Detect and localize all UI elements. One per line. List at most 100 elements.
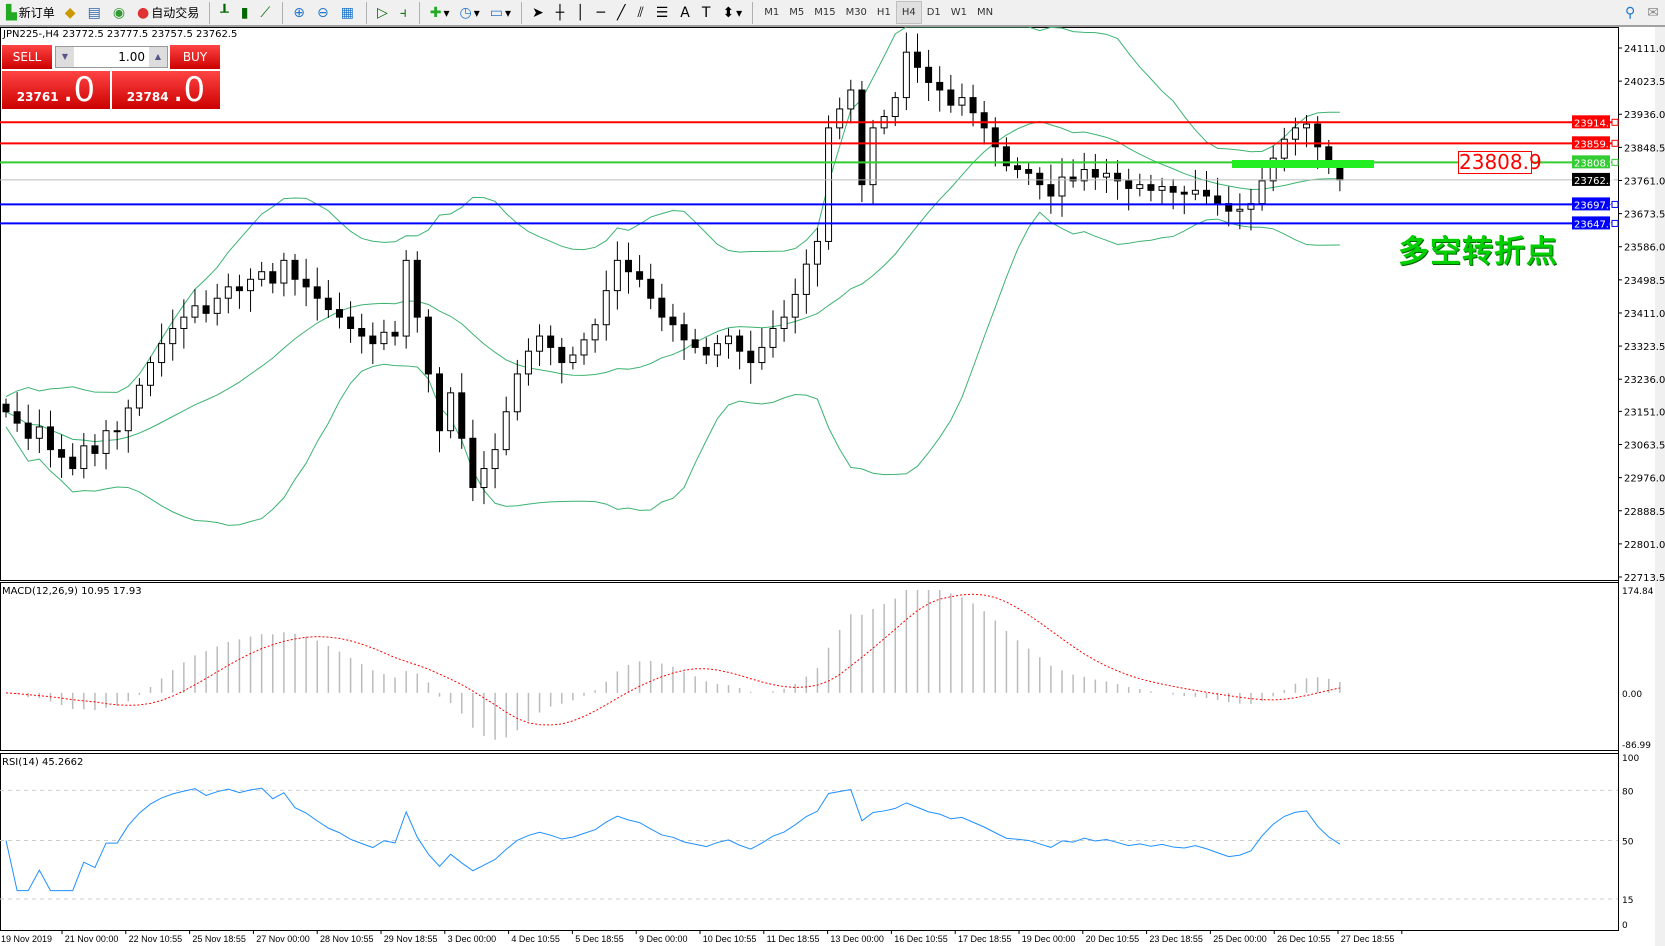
buy-button[interactable]: BUY [170,45,220,69]
bear-candle [1180,191,1188,195]
bear-candle [413,259,421,318]
auto-trading-button[interactable]: ● 自动交易 [137,4,200,21]
volume-increase-button[interactable]: ▲ [149,47,167,67]
signal-icon: ◉ [112,4,126,21]
price-tick-label: 23673.5 [1624,210,1665,221]
bull-candle [902,51,910,99]
bull-candle [247,278,255,292]
time-label: 13 Dec 00:00 [830,934,884,944]
volume-stepper[interactable]: ▼ 1.00 ▲ [55,46,168,68]
chart-area[interactable]: 24111.0 24023.5 23936.0 23848.5 23761.0 23673… [0,27,1665,946]
timeframe-m15[interactable]: M15 [814,7,836,18]
signals-button[interactable]: ◉ [109,1,131,24]
buy-price-button[interactable]: 23784 .0 [112,71,220,109]
candle-chart-button[interactable]: ▮ [237,1,255,24]
sell-price-button[interactable]: 23761 .0 [2,71,110,109]
bear-candle [647,278,655,299]
level-price-label: 23914.7 [1574,118,1615,129]
timeframe-m1[interactable]: M1 [764,7,780,18]
line-chart-button[interactable]: ⟋ [256,1,276,24]
bear-candle [458,392,466,439]
pivot-caption[interactable]: 多空转折点 [1398,234,1558,270]
trendline-tool[interactable]: ╱ [613,1,631,24]
horizontal-line-tool[interactable]: ─ [593,1,611,24]
pivot-zone-bar [1232,160,1374,168]
bear-candle [24,422,32,439]
level-price-tag [1572,155,1610,169]
bear-candle [324,297,332,311]
bull-candle [836,108,844,129]
price-tick-label: 24111.0 [1624,44,1665,55]
zoom-out-button[interactable]: ⊖ [313,1,335,24]
bear-candle [1125,180,1133,189]
timeframe-mn[interactable]: MN [977,7,994,18]
timeframe-w1[interactable]: W1 [950,7,968,18]
pivot-price-label[interactable]: 23808.9 [1458,150,1542,174]
panel-frame [0,582,1619,751]
time-label: 11 Dec 18:55 [767,934,820,944]
price-tick-label: 22888.5 [1624,507,1665,518]
timeframe-m5[interactable]: M5 [789,7,805,18]
bear-candle [291,259,299,280]
auto-scroll-button[interactable]: ▷ [373,1,394,24]
rsi-label: RSI(14) 45.2662 [2,757,84,768]
indicators-button[interactable]: ✚ ▾ [429,4,450,21]
bear-candle [691,339,699,348]
search-icon: ⚲ [1625,4,1636,21]
volume-input[interactable]: 1.00 [118,50,145,64]
tile-windows-button[interactable]: ▦ [337,1,360,24]
arrows-tool[interactable]: ⬍ ▾ [722,4,743,21]
bar-chart-button[interactable]: ┸ [216,1,234,24]
price-tick-label: 23761.0 [1624,176,1665,187]
bull-candle [725,335,733,345]
timeframe-d1[interactable]: D1 [926,7,941,18]
templates-button[interactable]: ▭ ▾ [489,4,511,21]
bear-candle [13,411,21,424]
bear-candle [747,350,755,364]
terminal-button[interactable]: ▤ [84,1,107,24]
volume-decrease-button[interactable]: ▼ [56,47,74,67]
bull-candle [1303,123,1311,129]
bull-candle [113,430,121,433]
bull-candle [80,445,88,470]
periods-button[interactable]: ◷ ▾ [459,4,480,21]
bear-candle [391,331,399,337]
bull-candle [402,259,410,337]
chart-shift-icon: ⫞ [399,4,407,21]
new-order-button[interactable]: ▙ 新订单 [6,4,55,21]
time-label: 5 Dec 18:55 [575,934,624,944]
chart-shift-button[interactable]: ⫞ [396,1,413,24]
bear-candle [358,327,366,337]
bear-candle [936,81,944,91]
level-handle [1611,118,1619,126]
cursor-tool[interactable]: ➤ [528,1,550,24]
bull-candle [602,290,610,326]
rsi-tick-label: 50 [1622,838,1634,848]
channel-tool[interactable]: ⫽ [633,1,649,24]
timeframe-m30[interactable]: M30 [845,7,867,18]
timeframe-h1[interactable]: H1 [876,7,891,18]
fibonacci-tool[interactable]: ☰ [652,1,675,24]
bear-candle [58,449,66,458]
sell-button[interactable]: SELL [2,45,52,69]
zoom-in-button[interactable]: ⊕ [289,1,311,24]
vertical-line-tool[interactable]: │ [572,1,590,24]
bull-candle [958,97,966,106]
time-label: 4 Dec 10:55 [511,934,560,944]
bull-candle [1136,184,1144,189]
bear-candle [858,89,866,186]
text-label-tool[interactable]: T [698,1,717,24]
search-button[interactable]: ⚲ [1621,1,1641,24]
bull-candle [1191,189,1199,195]
bear-candle [69,456,77,470]
market-watch-button[interactable]: ◆ [61,1,82,24]
chat-button[interactable]: ✉ [1643,1,1665,24]
bear-candle [1214,195,1222,205]
bull-candle [380,331,388,345]
timeframe-h4[interactable]: H4 [895,1,922,24]
bull-candle [536,335,544,352]
bear-candle [1091,169,1099,178]
text-tool[interactable]: A [676,1,696,24]
crosshair-tool[interactable]: ┼ [552,1,570,24]
level-handle [1611,200,1619,208]
